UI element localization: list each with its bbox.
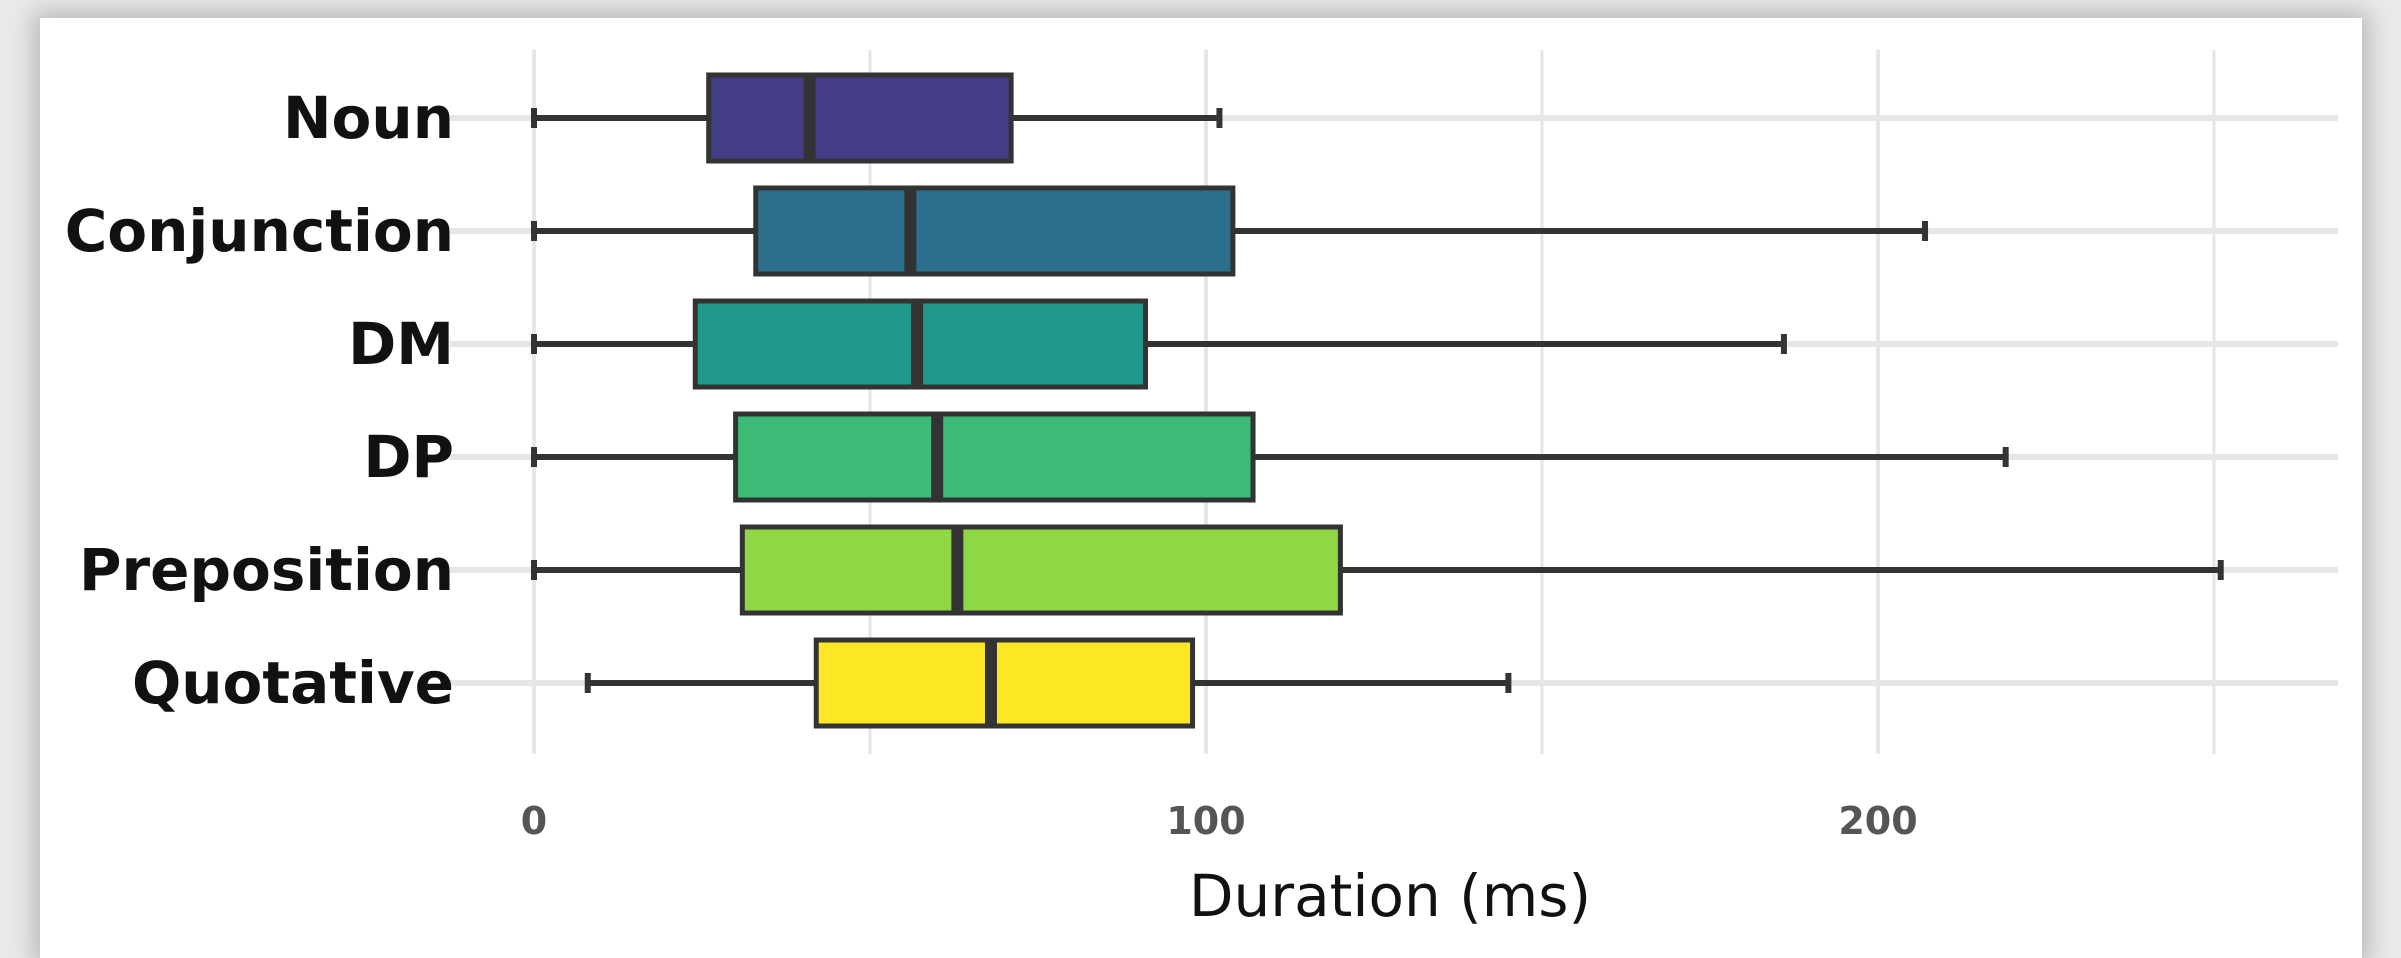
box-dm — [531, 298, 1787, 390]
x-tick-label: 0 — [521, 799, 547, 843]
box-iqr — [739, 524, 1343, 616]
x-tick-label: 200 — [1838, 799, 1917, 843]
category-labels: Noun Conjunction DM DP Preposition Quotative — [65, 84, 454, 717]
chart-card: Noun Conjunction DM DP Preposition Quotative … — [40, 18, 2362, 958]
box-quotative — [584, 637, 1512, 729]
boxplot-chart: NounConjunctionDMDPPrepositionQuotative … — [65, 50, 2338, 930]
category-label: Quotative — [132, 649, 454, 717]
box-iqr — [813, 637, 1196, 729]
category-label: Preposition — [79, 536, 454, 604]
category-label: DP — [363, 423, 454, 491]
boxplot-series — [531, 72, 2224, 729]
category-label: Conjunction — [65, 197, 454, 265]
x-axis-ticks: 0 100 200 — [521, 799, 1918, 843]
category-label: DM — [348, 310, 454, 378]
x-axis-title: Duration (ms) — [1189, 862, 1591, 930]
box-iqr — [733, 411, 1256, 503]
x-tick-label: 100 — [1166, 799, 1245, 843]
box-dp — [531, 411, 2009, 503]
box-conjunction — [531, 185, 1929, 277]
category-label: Noun — [283, 84, 454, 152]
box-preposition — [531, 524, 2224, 616]
box-iqr — [753, 185, 1236, 277]
box-iqr — [706, 72, 1014, 164]
box-noun — [531, 72, 1223, 164]
